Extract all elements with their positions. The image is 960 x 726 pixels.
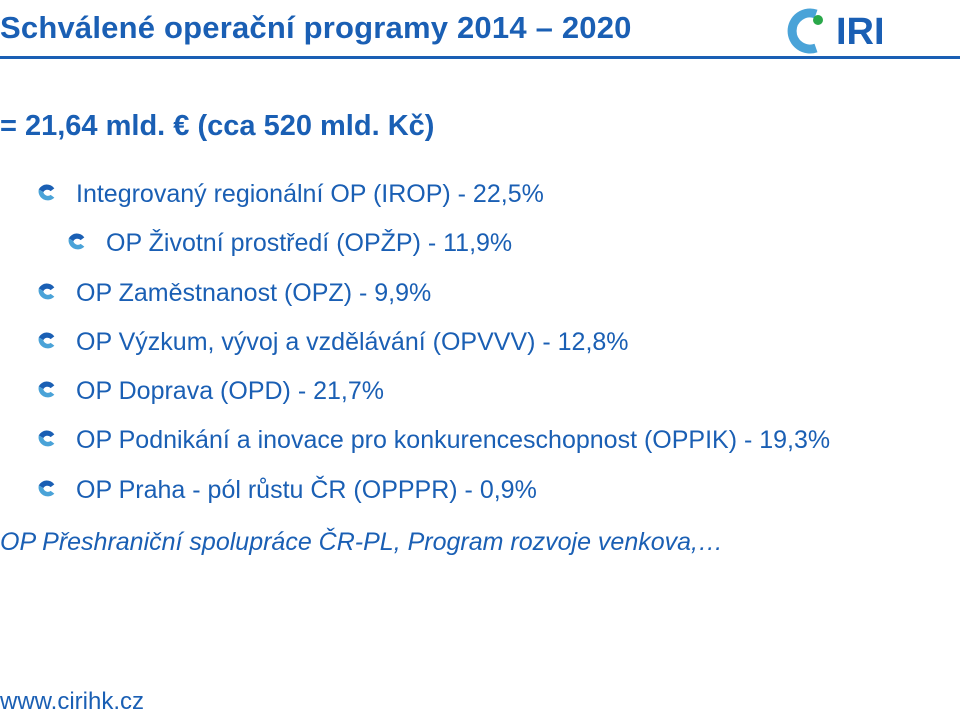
list-item-label: Integrovaný regionální OP (IROP) - 22,5%	[76, 180, 544, 208]
list-item: Integrovaný regionální OP (IROP) - 22,5%	[36, 179, 920, 210]
logo-text: IRI	[836, 11, 885, 53]
footer-url: www.cirihk.cz	[0, 688, 144, 716]
list-item: OP Výzkum, vývoj a vzdělávání (OPVVV) - …	[36, 327, 920, 358]
list-item: OP Doprava (OPD) - 21,7%	[36, 376, 920, 407]
list-item-label: OP Výzkum, vývoj a vzdělávání (OPVVV) - …	[76, 328, 629, 356]
header-rule	[0, 56, 960, 59]
list-item-label: OP Zaměstnanost (OPZ) - 9,9%	[76, 279, 431, 307]
content-area: = 21,64 mld. € (cca 520 mld. Kč) Integro…	[0, 110, 920, 557]
c-bullet-icon	[36, 281, 58, 303]
slide: Schválené operační programy 2014 – 2020 …	[0, 0, 960, 726]
list-item: OP Podnikání a inovace pro konkurencesch…	[36, 425, 920, 456]
list-item-label: OP Praha - pól růstu ČR (OPPPR) - 0,9%	[76, 476, 537, 504]
closing-line: OP Přeshraniční spolupráce ČR-PL, Progra…	[0, 528, 920, 557]
list-item-label: OP Životní prostředí (OPŽP) - 11,9%	[106, 229, 512, 257]
subtitle: = 21,64 mld. € (cca 520 mld. Kč)	[0, 110, 920, 143]
page-title: Schválené operační programy 2014 – 2020	[0, 10, 632, 46]
ciri-logo: IRI	[778, 8, 938, 54]
list-item: OP Zaměstnanost (OPZ) - 9,9%	[36, 278, 920, 309]
c-bullet-icon	[36, 182, 58, 204]
bullet-list: Integrovaný regionální OP (IROP) - 22,5%…	[36, 179, 920, 506]
list-item: OP Praha - pól růstu ČR (OPPPR) - 0,9%	[36, 475, 920, 506]
c-bullet-icon	[36, 330, 58, 352]
c-bullet-icon	[36, 428, 58, 450]
list-item: OP Životní prostředí (OPŽP) - 11,9%	[66, 228, 920, 259]
c-bullet-icon	[36, 478, 58, 500]
list-item-label: OP Podnikání a inovace pro konkurencesch…	[76, 426, 830, 454]
c-bullet-icon	[66, 231, 88, 253]
c-bullet-icon	[36, 379, 58, 401]
list-item-label: OP Doprava (OPD) - 21,7%	[76, 377, 384, 405]
